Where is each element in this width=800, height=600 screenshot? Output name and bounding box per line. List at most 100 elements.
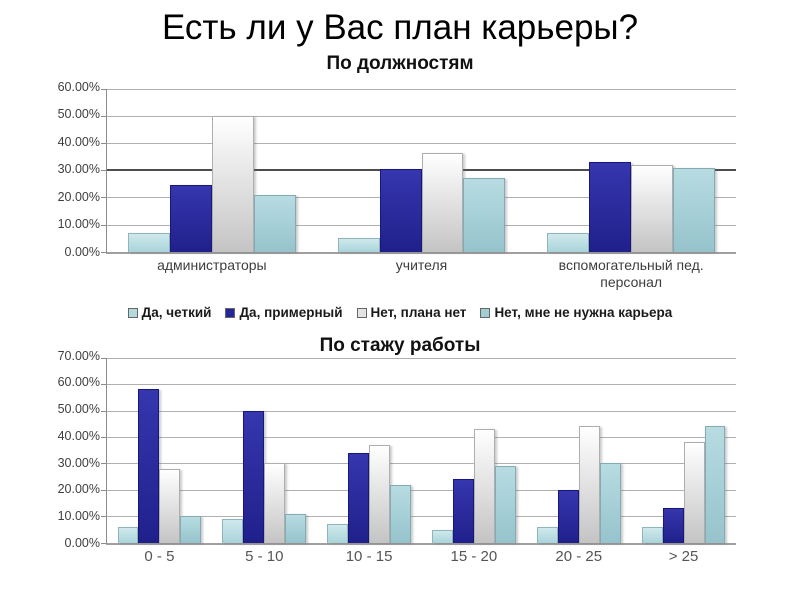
y-tick-label: 20.00% (57, 189, 100, 204)
bar (683, 442, 705, 543)
bar (431, 529, 453, 543)
bar-group (317, 89, 527, 252)
bar-group (526, 89, 736, 252)
bar (285, 513, 307, 543)
bar (578, 426, 600, 543)
bar (631, 164, 674, 252)
bar (463, 178, 506, 252)
chart-legend: Да, четкий Да, примерный Нет, плана нет Нет… (0, 301, 800, 325)
x-category-label: 5 - 10 (245, 547, 284, 565)
legend-swatch (480, 307, 491, 318)
y-axis-tick (101, 115, 107, 117)
gridline (107, 357, 736, 359)
bar (180, 516, 202, 543)
chart-experience-body: 0.00% 10.00% 20.00% 30.00% 40.00% 50.00% 60.00… (0, 349, 800, 550)
bar (253, 194, 296, 252)
y-tick-label: 0.00% (64, 535, 100, 550)
chart-positions-y-axis: 0.00% 10.00% 20.00% 30.00% 40.00% 50.00% 60.00… (0, 80, 106, 259)
bar (662, 508, 684, 543)
y-tick-label: 10.00% (57, 509, 100, 524)
gridline (107, 410, 736, 412)
y-axis-tick (101, 437, 107, 439)
bar (599, 463, 621, 543)
legend-swatch (356, 307, 367, 318)
bar-group (526, 358, 631, 543)
legend-item: Нет, мне не нужна карьера (480, 305, 672, 320)
y-axis-tick (101, 88, 107, 90)
legend-swatch (127, 307, 138, 318)
y-tick-label: 60.00% (57, 375, 100, 390)
gridline (107, 489, 736, 491)
y-axis-tick (101, 463, 107, 465)
legend-label: Да, четкий (141, 305, 212, 321)
bar-group (107, 358, 212, 543)
y-tick-label: 0.00% (64, 244, 100, 259)
bar (379, 168, 422, 252)
bar-groups (107, 89, 736, 252)
y-axis-tick (101, 251, 107, 253)
legend-swatch (225, 307, 236, 318)
chart-experience-y-axis: 0.00% 10.00% 20.00% 30.00% 40.00% 50.00% 60.00… (0, 349, 106, 550)
x-category-label: вспомогательный пед. персонал (558, 256, 704, 291)
gridline (107, 516, 736, 518)
x-category-label: администраторы (157, 256, 267, 273)
y-tick-label: 20.00% (57, 482, 100, 497)
bar (473, 429, 495, 543)
bar-group (212, 358, 317, 543)
chart-positions-title: По должностям (326, 52, 474, 74)
bar (243, 410, 265, 543)
bar (127, 232, 170, 252)
gridline (107, 115, 736, 117)
y-tick-label: 30.00% (57, 162, 100, 177)
y-axis-tick (101, 170, 107, 172)
bar (421, 152, 464, 252)
y-tick-label: 60.00% (57, 79, 100, 94)
y-axis-tick (101, 410, 107, 412)
gridline (107, 463, 736, 465)
y-tick-label: 30.00% (57, 455, 100, 470)
bar-groups (107, 358, 736, 543)
gridline (107, 88, 736, 90)
bar (337, 238, 380, 252)
bar-group (317, 358, 422, 543)
bar (222, 518, 244, 543)
y-tick-label: 70.00% (57, 348, 100, 363)
x-category-label: 15 - 20 (450, 547, 498, 565)
page-title: Есть ли у Вас план карьеры? (161, 8, 639, 47)
bar (494, 466, 516, 543)
y-axis-tick (101, 143, 107, 145)
bar-group (421, 358, 526, 543)
bar (557, 489, 579, 543)
bar (704, 426, 726, 543)
bar (452, 479, 474, 543)
bar (159, 468, 181, 543)
y-axis-tick (101, 357, 107, 359)
bar (589, 162, 632, 252)
chart-positions: По должностям 0.00% 10.00% 20.00% 30.00% 40.… (0, 53, 800, 299)
bar (169, 185, 212, 252)
bar (117, 526, 139, 543)
gridline (107, 384, 736, 386)
bar (536, 526, 558, 543)
y-axis-tick (101, 384, 107, 386)
bar (673, 167, 716, 252)
bar (369, 444, 391, 543)
bar (547, 232, 590, 252)
legend-item: Нет, плана нет (356, 305, 466, 320)
bar-group (107, 89, 317, 252)
bar-group (631, 358, 736, 543)
gridline (107, 143, 736, 145)
y-axis-tick (101, 224, 107, 226)
chart-positions-body: 0.00% 10.00% 20.00% 30.00% 40.00% 50.00% 60.00… (0, 80, 800, 259)
legend-item: Да, примерный (225, 305, 343, 320)
legend-label: Нет, мне не нужна карьера (494, 305, 673, 321)
x-category-label: 0 - 5 (144, 547, 175, 565)
chart-positions-plot (101, 88, 736, 254)
legend-item: Да, четкий (127, 305, 212, 321)
y-axis-tick (101, 542, 107, 544)
chart-experience-plot (101, 357, 736, 545)
bar (211, 115, 254, 252)
bar (327, 524, 349, 543)
bar (138, 389, 160, 543)
